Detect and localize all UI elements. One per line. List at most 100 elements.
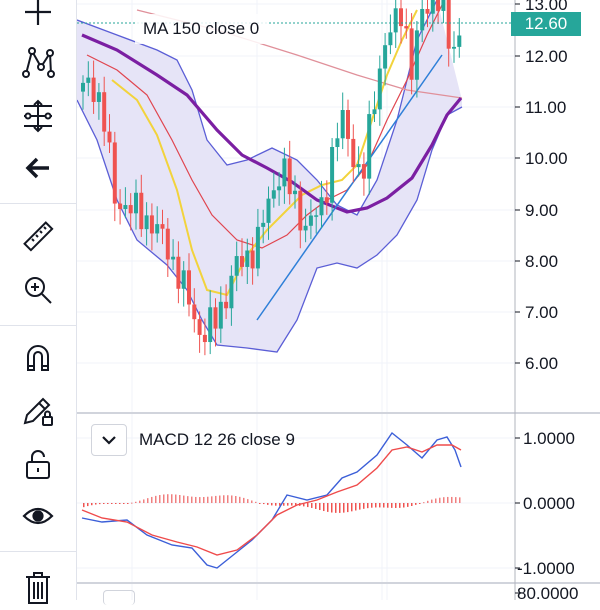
histogram-bar [123,503,125,504]
histogram-bar [391,503,393,508]
chart-canvas[interactable]: 13.00 12.00 11.00 10.00 9.00 8.00 7.00 6… [76,0,600,603]
chevron-down-icon [102,436,116,445]
candle-body [314,215,319,217]
histogram-bar [431,499,433,503]
histogram-bar [251,500,253,503]
candle-body [308,215,313,226]
candle-body [187,270,191,305]
ma-legend[interactable]: MA 150 close 0 [135,14,268,44]
histogram-bar [327,503,329,512]
candle-body [160,224,165,229]
price-axis-label: 7.00 [525,303,558,322]
ruler-icon [23,221,54,252]
histogram-bar [351,503,353,512]
bottom-pane-button[interactable] [103,590,135,605]
candle-body [123,205,128,210]
macd-axis-label: 1.0000 [523,429,575,448]
histogram-bar [435,498,437,503]
candle-body [335,138,340,148]
histogram-bar [127,503,129,504]
histogram-bar [319,503,321,511]
chart-area[interactable]: 13.00 12.00 11.00 10.00 9.00 8.00 7.00 6… [76,0,600,605]
candle-body [361,164,366,179]
back-tool[interactable] [14,146,62,190]
histogram-bar [275,503,277,506]
pattern-tool[interactable] [14,40,62,84]
histogram-bar [331,503,333,513]
visibility-tool[interactable] [14,494,62,538]
candle-body [234,256,239,276]
collapse-button[interactable] [91,424,127,456]
histogram-bar [175,494,177,503]
histogram-bar [155,495,157,503]
candle-body [261,222,266,227]
histogram-bar [167,494,169,503]
crosshair-tool[interactable] [14,0,62,34]
histogram-bar [107,503,109,504]
histogram-bar [87,503,89,507]
unlock-tool[interactable] [14,442,62,486]
histogram-bar [83,503,85,508]
candle-body [319,197,324,216]
candle-body [298,190,303,231]
candle-body [213,307,218,329]
histogram-bar [303,503,305,507]
trend-line[interactable] [256,54,443,321]
candle-body [229,275,234,309]
delete-tool[interactable] [14,566,62,610]
histogram-bar [183,495,185,503]
histogram-bar [459,497,461,503]
histogram-bar [159,495,161,503]
zoom-tool[interactable] [14,268,62,312]
histogram-bar [271,503,273,506]
candle-body [393,8,398,33]
candle-body [452,46,456,49]
histogram-bar [179,495,181,503]
candle-body [176,256,181,289]
histogram-bar [375,503,377,508]
magnet-tool[interactable] [14,336,62,380]
bollinger-upper-line [76,0,438,216]
histogram-bar [415,503,417,505]
lock-drawing-tool[interactable] [14,388,62,432]
histogram-bar [239,496,241,503]
candle-body [250,250,255,269]
candle-body [436,0,441,11]
histogram-bar [103,503,105,504]
histogram-bar [235,496,237,503]
eye-icon [22,507,54,525]
histogram-bar [419,503,421,504]
zoom-in-icon [25,277,52,304]
histogram-bar [455,497,457,503]
candle-body [356,164,361,168]
candle-body [86,77,91,83]
candle-body [165,228,170,260]
candle-body [139,192,144,230]
histogram-bar [379,503,381,508]
price-axis-label: 8.00 [525,252,558,271]
histogram-bar [99,503,101,505]
current-price-tag: 12.60 [511,12,581,36]
histogram-bar [191,496,193,503]
histogram-bar [259,503,261,504]
candle-body [149,215,154,234]
candle-body [293,190,297,195]
bottom-axis-label: 80.0000 [517,584,578,600]
candle-body [425,8,430,14]
forecast-tool[interactable] [14,94,62,138]
ruler-tool[interactable] [14,214,62,258]
histogram-bar [243,497,245,503]
histogram-bar [403,503,405,508]
candle-body [346,110,350,139]
histogram-bar [207,496,209,503]
macd-legend[interactable]: MACD 12 26 close 9 [91,424,295,456]
histogram-bar [307,503,309,508]
candle-body [324,197,329,203]
candle-body [330,147,335,203]
histogram-bar [359,503,361,510]
candle-body [255,226,260,269]
pencil-lock-icon [23,397,53,426]
candle-body [399,8,403,27]
histogram-bar [291,503,293,506]
candle-body [372,109,377,115]
